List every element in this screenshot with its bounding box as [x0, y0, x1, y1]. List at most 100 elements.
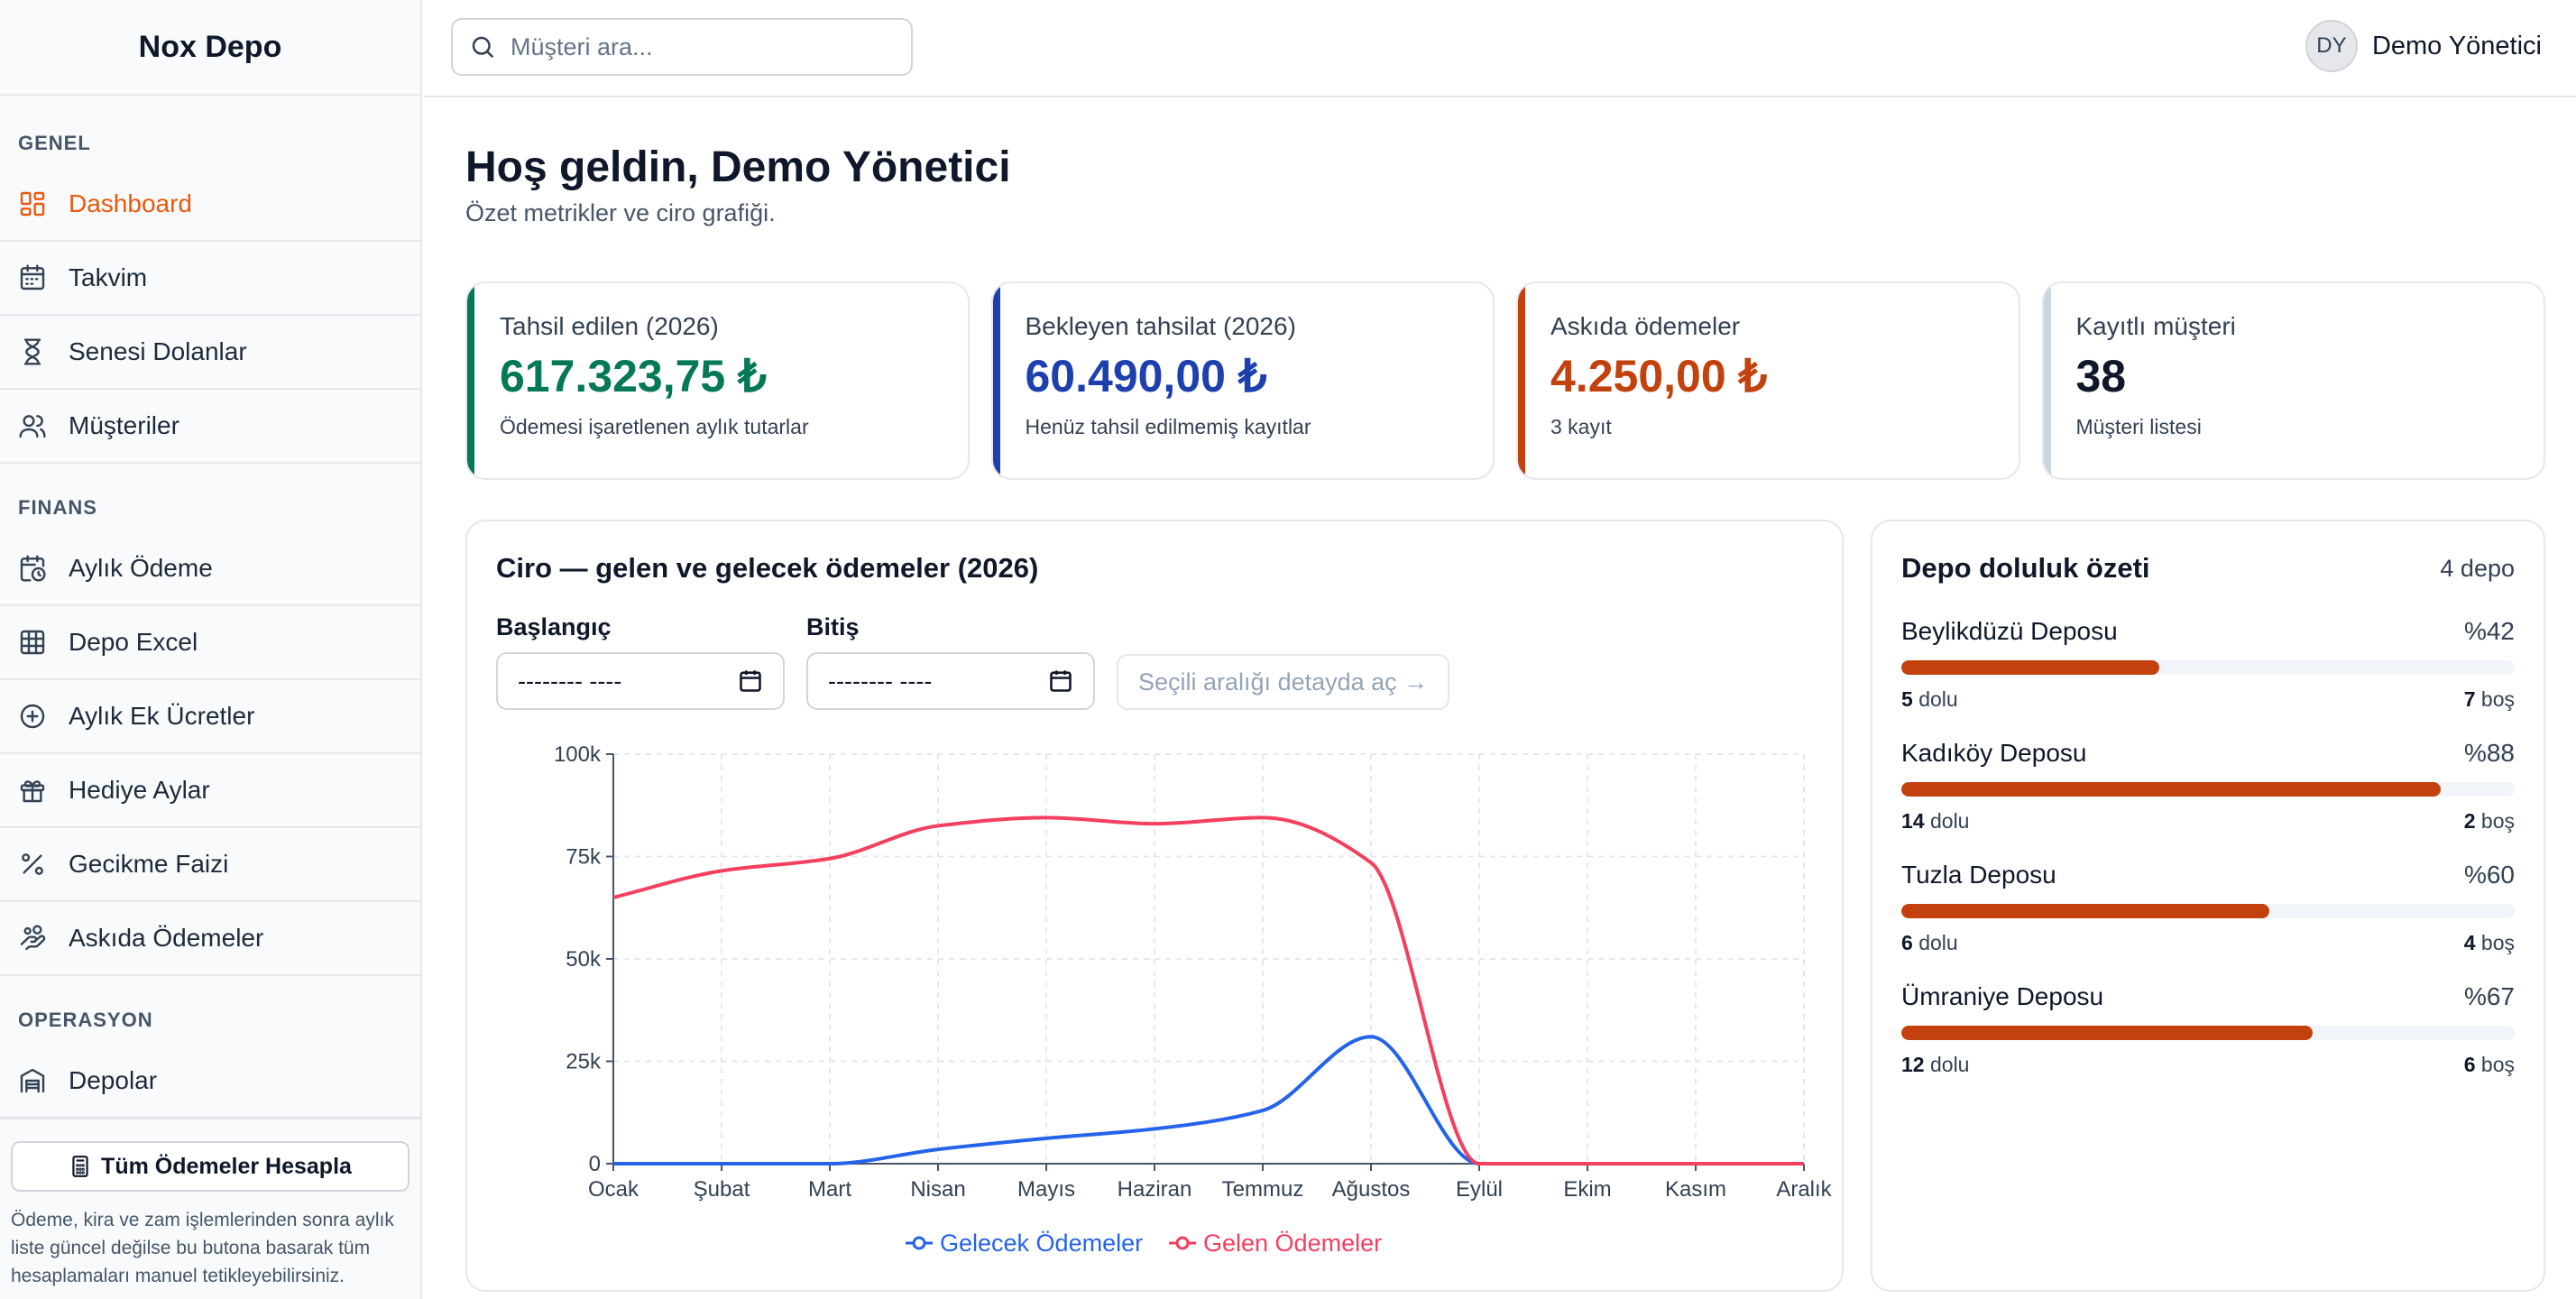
- end-date-value: -------- ----: [828, 667, 933, 695]
- search-icon: [472, 36, 494, 59]
- sidebar-item-aylık-ek-ücretler[interactable]: Aylık Ek Ücretler: [0, 680, 420, 754]
- sidebar-item-depo-excel[interactable]: Depo Excel: [0, 606, 420, 680]
- x-tick-label: Aralık: [1776, 1177, 1832, 1202]
- sidebar-item-label: Dashboard: [69, 189, 192, 217]
- calculate-all-payments-button[interactable]: Tüm Ödemeler Hesapla: [11, 1141, 409, 1192]
- occupancy-title: Depo doluluk özeti: [1901, 552, 2150, 584]
- user-menu[interactable]: DY Demo Yönetici: [2305, 20, 2542, 72]
- sidebar-item-hediye-aylar[interactable]: Hediye Aylar: [0, 754, 420, 828]
- x-tick-label: Ocak: [588, 1177, 639, 1202]
- x-tick-label: Şubat: [694, 1177, 750, 1202]
- y-tick-label: 25k: [566, 1050, 602, 1074]
- hand-coins-icon: [20, 925, 46, 951]
- end-date-group: Bitiş -------- ----: [806, 613, 1095, 710]
- sidebar-item-label: Senesi Dolanlar: [69, 337, 247, 365]
- occupancy-count: 4 depo: [2440, 554, 2515, 582]
- depot-occupancy-fill: [1901, 904, 2269, 918]
- calendar-icon: [20, 264, 45, 290]
- sidebar-item-askıda-ödemeler[interactable]: Askıda Ödemeler: [0, 902, 420, 976]
- sidebar-item-senesi-dolanlar[interactable]: Senesi Dolanlar: [0, 316, 420, 390]
- topbar: DY Demo Yönetici: [424, 0, 2576, 97]
- revenue-chart-panel: Ciro — gelen ve gelecek ödemeler (2026) …: [465, 520, 1844, 1292]
- depot-empty-count: 4 boş: [2463, 931, 2515, 954]
- depot-item: Kadıköy Deposu %88 14 dolu 2 boş: [1901, 739, 2515, 834]
- sidebar-item-label: Aylık Ek Ücretler: [69, 702, 255, 730]
- legend-label: Gelecek Ödemeler: [940, 1230, 1143, 1257]
- sidebar-item-label: Takvim: [69, 263, 148, 291]
- brand-logo[interactable]: Nox Depo: [0, 0, 420, 96]
- page-subtitle: Özet metrikler ve ciro grafiği.: [465, 199, 776, 226]
- percent-icon: [22, 853, 43, 875]
- sidebar-item-gecikme-faizi[interactable]: Gecikme Faizi: [0, 828, 420, 902]
- x-tick-label: Mart: [808, 1177, 851, 1202]
- depot-empty-count: 2 boş: [2463, 809, 2515, 833]
- start-date-input[interactable]: -------- ----: [496, 652, 785, 710]
- x-tick-label: Mayıs: [1017, 1177, 1075, 1202]
- depot-occupancy-fill: [1901, 660, 2159, 675]
- dashboard-icon: [20, 191, 45, 216]
- avatar[interactable]: DY: [2305, 20, 2358, 72]
- sidebar-item-dashboard[interactable]: Dashboard: [0, 168, 420, 242]
- calendar-icon[interactable]: [1048, 668, 1073, 694]
- sidebar-item-depolar[interactable]: Depolar: [0, 1045, 420, 1119]
- end-date-input[interactable]: -------- ----: [806, 652, 1095, 710]
- depot-full-count: 5 dolu: [1901, 687, 1958, 711]
- metric-card-label: Bekleyen tahsilat (2026): [1025, 312, 1296, 340]
- user-name[interactable]: Demo Yönetici: [2371, 31, 2542, 60]
- users-icon: [19, 415, 46, 438]
- open-range-detail-button[interactable]: Seçili aralığı detayda aç →: [1117, 654, 1450, 710]
- date-filters: Başlangıç -------- ---- Bitiş -------- -…: [496, 613, 1813, 710]
- depot-occupancy-bar: [1901, 1026, 2515, 1040]
- sidebar-nav: GENEL Dashboard Takvim Senesi Dolanlar Müşte…: [0, 96, 420, 1119]
- metric-card-value: 4.250,00 ₺: [1550, 351, 1768, 401]
- x-tick-label: Temmuz: [1222, 1177, 1304, 1202]
- calendar-clock-icon: [20, 555, 46, 582]
- customer-search-input[interactable]: [511, 32, 889, 61]
- sidebar-item-aylık-ödeme[interactable]: Aylık Ödeme: [0, 532, 420, 606]
- depot-percent: %67: [2463, 982, 2515, 1010]
- page-title: Hoş geldin, Demo Yönetici: [465, 143, 1011, 191]
- end-date-label: Bitiş: [806, 613, 860, 640]
- sidebar-item-label: Askıda Ödemeler: [69, 924, 264, 952]
- depot-occupancy-bar: [1901, 782, 2515, 797]
- metric-card-value: 38: [2075, 351, 2127, 401]
- sidebar-footer: Tüm Ödemeler Hesapla Ödeme, kira ve zam …: [0, 1118, 420, 1299]
- metric-card-hint: Henüz tahsil edilmemiş kayıtlar: [1025, 415, 1311, 438]
- y-tick-label: 50k: [566, 947, 602, 972]
- metric-card-label: Kayıtlı müşteri: [2075, 312, 2236, 340]
- series-line-1: [612, 815, 1804, 1165]
- calendar-icon[interactable]: [738, 668, 763, 694]
- start-date-label: Başlangıç: [496, 613, 612, 640]
- metric-card: Kayıtlı müşteri 38 Müşteri listesi: [2041, 281, 2545, 480]
- depot-item: Beylikdüzü Deposu %42 5 dolu 7 boş: [1901, 617, 2515, 712]
- depot-percent: %60: [2463, 861, 2515, 889]
- sidebar-item-label: Hediye Aylar: [69, 776, 210, 804]
- sidebar-item-label: Müşteriler: [69, 411, 179, 439]
- depot-empty-count: 6 boş: [2463, 1053, 2515, 1076]
- calculator-icon: [72, 1156, 88, 1177]
- depot-name: Beylikdüzü Deposu: [1901, 617, 2118, 645]
- sidebar-item-takvim[interactable]: Takvim: [0, 242, 420, 316]
- revenue-line-chart: 0 25k 50k 75k 100k Ocak Şubat Mart Nisan Mayıs Haz…: [554, 742, 1833, 1257]
- metric-card-value: 617.323,75 ₺: [500, 351, 767, 401]
- depot-full-count: 14 dolu: [1901, 809, 1970, 833]
- metric-card-hint: 3 kayıt: [1550, 415, 1612, 438]
- x-tick-label: Ağustos: [1332, 1177, 1411, 1202]
- series-line-0: [613, 1035, 1804, 1165]
- warehouse-icon: [20, 1068, 45, 1093]
- metric-card-label: Askıda ödemeler: [1550, 312, 1741, 340]
- depot-percent: %42: [2463, 617, 2515, 645]
- search-box[interactable]: [451, 18, 913, 76]
- y-tick-label: 0: [589, 1152, 601, 1176]
- sidebar-section-title: OPERASYON: [18, 1009, 153, 1031]
- sidebar-item-label: Gecikme Faizi: [69, 850, 229, 878]
- depot-name: Ümraniye Deposu: [1901, 982, 2104, 1010]
- depot-percent: %88: [2463, 739, 2515, 767]
- depot-name: Tuzla Deposu: [1901, 861, 2056, 889]
- x-tick-label: Kasım: [1665, 1177, 1726, 1202]
- occupancy-panel: Depo doluluk özeti 4 depo Beylikdüzü Dep…: [1871, 520, 2545, 1292]
- y-tick-label: 75k: [566, 845, 602, 870]
- sidebar-item-müşteriler[interactable]: Müşteriler: [0, 390, 420, 464]
- metric-card: Askıda ödemeler 4.250,00 ₺ 3 kayıt: [1516, 281, 2020, 480]
- legend-marker: [912, 1236, 926, 1250]
